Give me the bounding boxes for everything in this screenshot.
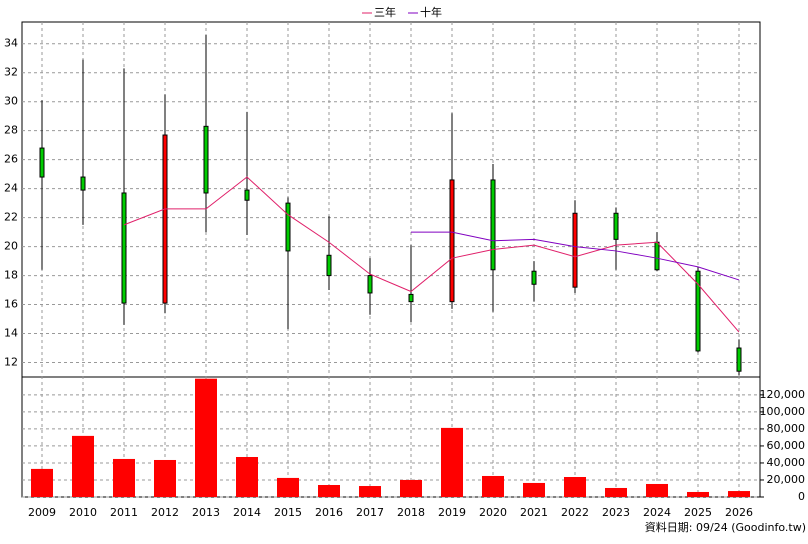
volume-bar — [318, 485, 340, 497]
candle-body — [613, 212, 619, 240]
x-tick-label: 2011 — [110, 506, 138, 519]
x-tick-label: 2015 — [274, 506, 302, 519]
y-tick-label: 12 — [4, 356, 18, 369]
volume-bar — [113, 458, 135, 497]
candle-body — [367, 275, 373, 294]
x-tick-label: 2025 — [684, 506, 712, 519]
candle-body — [244, 189, 250, 201]
x-tick-label: 2014 — [233, 506, 261, 519]
x-tick-label: 2012 — [151, 506, 179, 519]
candle-body — [408, 293, 414, 303]
x-tick-label: 2023 — [602, 506, 630, 519]
candle-body — [121, 192, 127, 304]
y2-tick-label: 80,000 — [767, 422, 806, 435]
y-tick-label: 20 — [4, 240, 18, 253]
y-tick-label: 18 — [4, 269, 18, 282]
candle-body — [490, 179, 496, 271]
candle-body — [572, 212, 578, 288]
volume-bar — [482, 475, 504, 497]
volume-bar — [277, 477, 299, 497]
x-tick-label: 2019 — [438, 506, 466, 519]
volume-bar — [687, 491, 709, 497]
y-tick-label: 34 — [4, 37, 18, 50]
candle-body — [695, 270, 701, 352]
footer: 資料日期: 09/24 (Goodinfo.tw) — [645, 520, 806, 534]
y2-tick-label: 120,000 — [760, 388, 806, 401]
y2-tick-label: 20,000 — [767, 473, 806, 486]
y2-tick-label: 0 — [798, 490, 805, 503]
candle-body — [80, 176, 86, 191]
volume-bar — [31, 468, 53, 497]
legend-label: 三年 — [374, 5, 396, 19]
x-tick-label: 2018 — [397, 506, 425, 519]
plot-frame — [21, 21, 761, 498]
y-tick-label: 14 — [4, 327, 18, 340]
candle-body — [531, 270, 537, 285]
y-tick-label: 30 — [4, 95, 18, 108]
y-tick-label: 26 — [4, 153, 18, 166]
x-tick-label: 2017 — [356, 506, 384, 519]
candle-body — [326, 254, 332, 277]
volume-bar — [400, 479, 422, 497]
y-tick-label: 16 — [4, 298, 18, 311]
y-tick-label: 32 — [4, 66, 18, 79]
candle-body — [285, 202, 291, 252]
ma-line — [123, 176, 740, 333]
x-tick-label: 2024 — [643, 506, 671, 519]
volume-bar — [359, 486, 381, 497]
y2-tick-label: 100,000 — [760, 405, 806, 418]
volume-bar — [441, 427, 463, 497]
y-tick-label: 28 — [4, 124, 18, 137]
legend-label: 十年 — [420, 5, 442, 19]
y-tick-label: 24 — [4, 182, 18, 195]
x-tick-label: 2022 — [561, 506, 589, 519]
candle-body — [736, 347, 742, 372]
candle-body — [203, 125, 209, 194]
volume-bar — [236, 457, 258, 497]
volume-bar — [646, 483, 668, 497]
volume-bar — [523, 482, 545, 497]
candle-body — [162, 134, 168, 304]
x-tick-label: 2009 — [28, 506, 56, 519]
y2-tick-label: 40,000 — [767, 456, 806, 469]
y-tick-label: 22 — [4, 211, 18, 224]
candle-body — [654, 241, 660, 271]
x-tick-label: 2013 — [192, 506, 220, 519]
candle-body — [39, 147, 45, 178]
x-tick-label: 2020 — [479, 506, 507, 519]
ma-line — [411, 231, 740, 281]
y2-tick-label: 60,000 — [767, 439, 806, 452]
x-tick-label: 2010 — [69, 506, 97, 519]
volume-bar — [728, 491, 750, 497]
x-tick-label: 2021 — [520, 506, 548, 519]
x-tick-label: 2016 — [315, 506, 343, 519]
x-tick-label: 2026 — [725, 506, 753, 519]
volume-bar — [72, 435, 94, 497]
volume-bar — [564, 477, 586, 497]
volume-bar — [605, 487, 627, 497]
candle-body — [449, 179, 455, 303]
volume-bar — [195, 378, 217, 497]
volume-bar — [154, 459, 176, 497]
